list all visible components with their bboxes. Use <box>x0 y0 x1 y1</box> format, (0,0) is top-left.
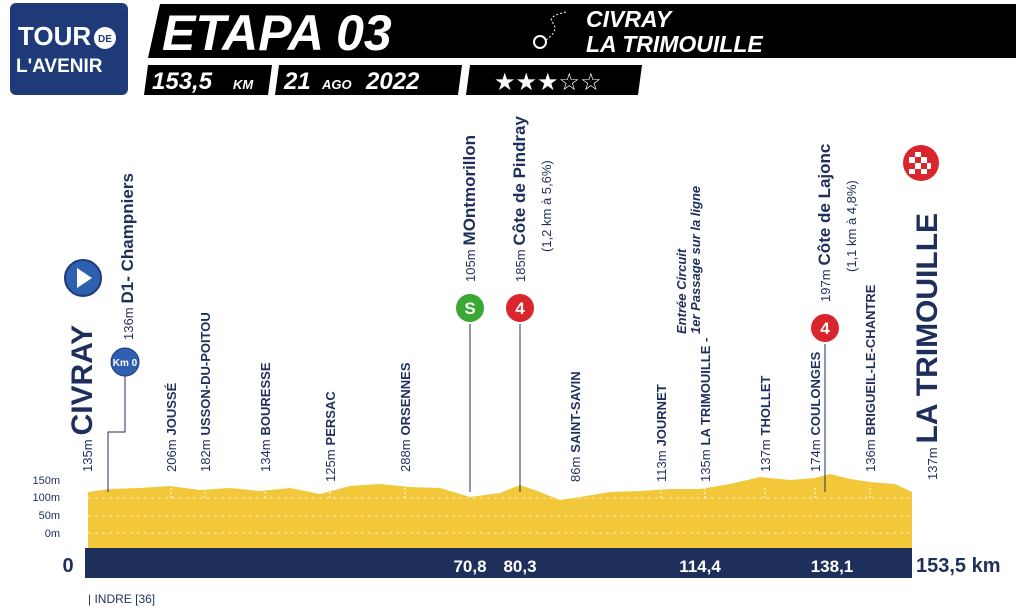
route-icon <box>533 35 547 49</box>
marker <box>504 292 536 324</box>
place-name: Côte de Lajonc <box>815 144 834 266</box>
km-label: 80,3 <box>503 557 536 576</box>
place-name: Côte de Pindray <box>510 116 529 246</box>
km-label: 70,8 <box>453 557 486 576</box>
marker <box>809 312 841 344</box>
waypoint-label: 288m ORSENNES <box>398 362 413 472</box>
altitude: 137m <box>925 447 940 480</box>
header-band <box>148 4 1016 58</box>
altitude: 174m <box>808 439 823 472</box>
waypoint-label: 136m D1- Champniers <box>118 173 137 340</box>
waypoint-label: 197m Côte de Lajonc <box>815 144 834 302</box>
marker-label: S <box>464 299 475 318</box>
profile-area <box>88 474 912 548</box>
waypoint-label: 182m USSON-DU-POITOU <box>198 312 213 472</box>
start-icon <box>77 268 92 288</box>
distance-unit: KM <box>233 77 254 92</box>
department: | INDRE [36] <box>88 592 155 606</box>
start-town: CIVRAY <box>586 6 674 32</box>
date-day: 21 <box>283 68 311 95</box>
logo-dot <box>94 27 116 49</box>
place-name: THOLLET <box>758 375 773 435</box>
waypoint-label: 135m LA TRIMOUILLE - <box>698 338 713 482</box>
altitude: 206m <box>164 439 179 472</box>
circuit-note: Entrée Circuit <box>674 248 689 334</box>
km-bar <box>85 548 912 578</box>
place-name: ORSENNES <box>398 362 413 435</box>
km-label: 138,1 <box>811 557 854 576</box>
date-year: 2022 <box>365 68 420 95</box>
climb-detail: (1,2 km à 5,6%) <box>539 160 554 252</box>
altitude: 288m <box>398 439 413 472</box>
marker <box>454 292 486 324</box>
altitude-label: 0m <box>45 528 60 540</box>
logo-text: L'AVENIR <box>16 56 103 77</box>
place-name: BOURESSE <box>258 362 273 435</box>
finish-label: 137m LA TRIMOUILLE <box>911 213 944 480</box>
altitude: 135m <box>698 449 713 482</box>
waypoint-label: 125m PERSAC <box>323 391 338 482</box>
place-name: SAINT-SAVIN <box>568 371 583 452</box>
info-box <box>466 65 642 95</box>
altitude: 134m <box>258 439 273 472</box>
place-name: D1- Champniers <box>118 173 137 303</box>
altitude: 125m <box>323 449 338 482</box>
waypoint-label: 185m Côte de Pindray <box>510 116 529 282</box>
marker-label: 4 <box>515 299 525 318</box>
altitude: 136m <box>121 307 136 340</box>
info-box <box>275 65 462 95</box>
waypoint-label: 136m BRIGUEIL-LE-CHANTRE <box>863 284 878 472</box>
logo-text: DE <box>98 34 112 45</box>
logo-box <box>10 3 128 95</box>
km0-line <box>107 376 126 492</box>
altitude-label: 100m <box>32 492 60 504</box>
waypoint-label: 105m MOntmorillon <box>460 135 479 282</box>
circuit-note: 1er Passage sur la ligne <box>688 186 703 334</box>
distance: 153,5 <box>152 68 213 95</box>
waypoint-label: 86m SAINT-SAVIN <box>568 371 583 482</box>
km-label: 153,5 km <box>916 555 1001 577</box>
marker-label: 4 <box>820 319 830 338</box>
km-label: 114,4 <box>679 557 721 576</box>
place-name: USSON-DU-POITOU <box>198 312 213 435</box>
place-name: CIVRAY <box>66 325 99 436</box>
km-label: 0 <box>62 555 73 577</box>
altitude: 86m <box>568 457 583 482</box>
waypoint-label: 134m BOURESSE <box>258 362 273 472</box>
start-label: 135m CIVRAY <box>66 325 99 472</box>
waypoint-label: 137m THOLLET <box>758 375 773 472</box>
altitude: 185m <box>513 249 528 282</box>
finish-icon <box>909 152 931 174</box>
altitude: 182m <box>198 439 213 472</box>
place-name: JOURNET <box>654 384 669 446</box>
place-name: JOUSSÉ <box>164 382 179 435</box>
waypoint-label: 113m JOURNET <box>654 384 669 482</box>
waypoint-label: 174m COULONGES <box>808 351 823 472</box>
place-name: PERSAC <box>323 391 338 446</box>
place-name: LA TRIMOUILLE <box>911 213 944 444</box>
altitude: 135m <box>80 439 95 472</box>
km0-label: Km 0 <box>113 358 138 369</box>
climb-detail: (1,1 km à 4,8%) <box>844 180 859 272</box>
stage-title: ETAPA 03 <box>162 5 392 61</box>
altitude: 197m <box>818 269 833 302</box>
rating: ★★★☆☆ <box>494 69 602 96</box>
altitude: 137m <box>758 439 773 472</box>
date-month: AGO <box>321 77 352 92</box>
waypoint-label: 206m JOUSSÉ <box>164 382 179 472</box>
altitude: 105m <box>463 249 478 282</box>
finish-town: LA TRIMOUILLE <box>586 31 763 57</box>
place-name: COULONGES <box>808 351 823 435</box>
place-name: MOntmorillon <box>460 135 479 245</box>
info-box <box>144 65 272 95</box>
altitude-label: 50m <box>39 510 60 522</box>
logo-text: TOUR <box>18 21 91 51</box>
altitude: 136m <box>863 439 878 472</box>
altitude: 113m <box>654 450 669 482</box>
place-name: BRIGUEIL-LE-CHANTRE <box>863 284 878 435</box>
altitude-label: 150m <box>32 475 60 487</box>
route-icon <box>545 11 567 41</box>
place-name: LA TRIMOUILLE - <box>698 338 713 446</box>
